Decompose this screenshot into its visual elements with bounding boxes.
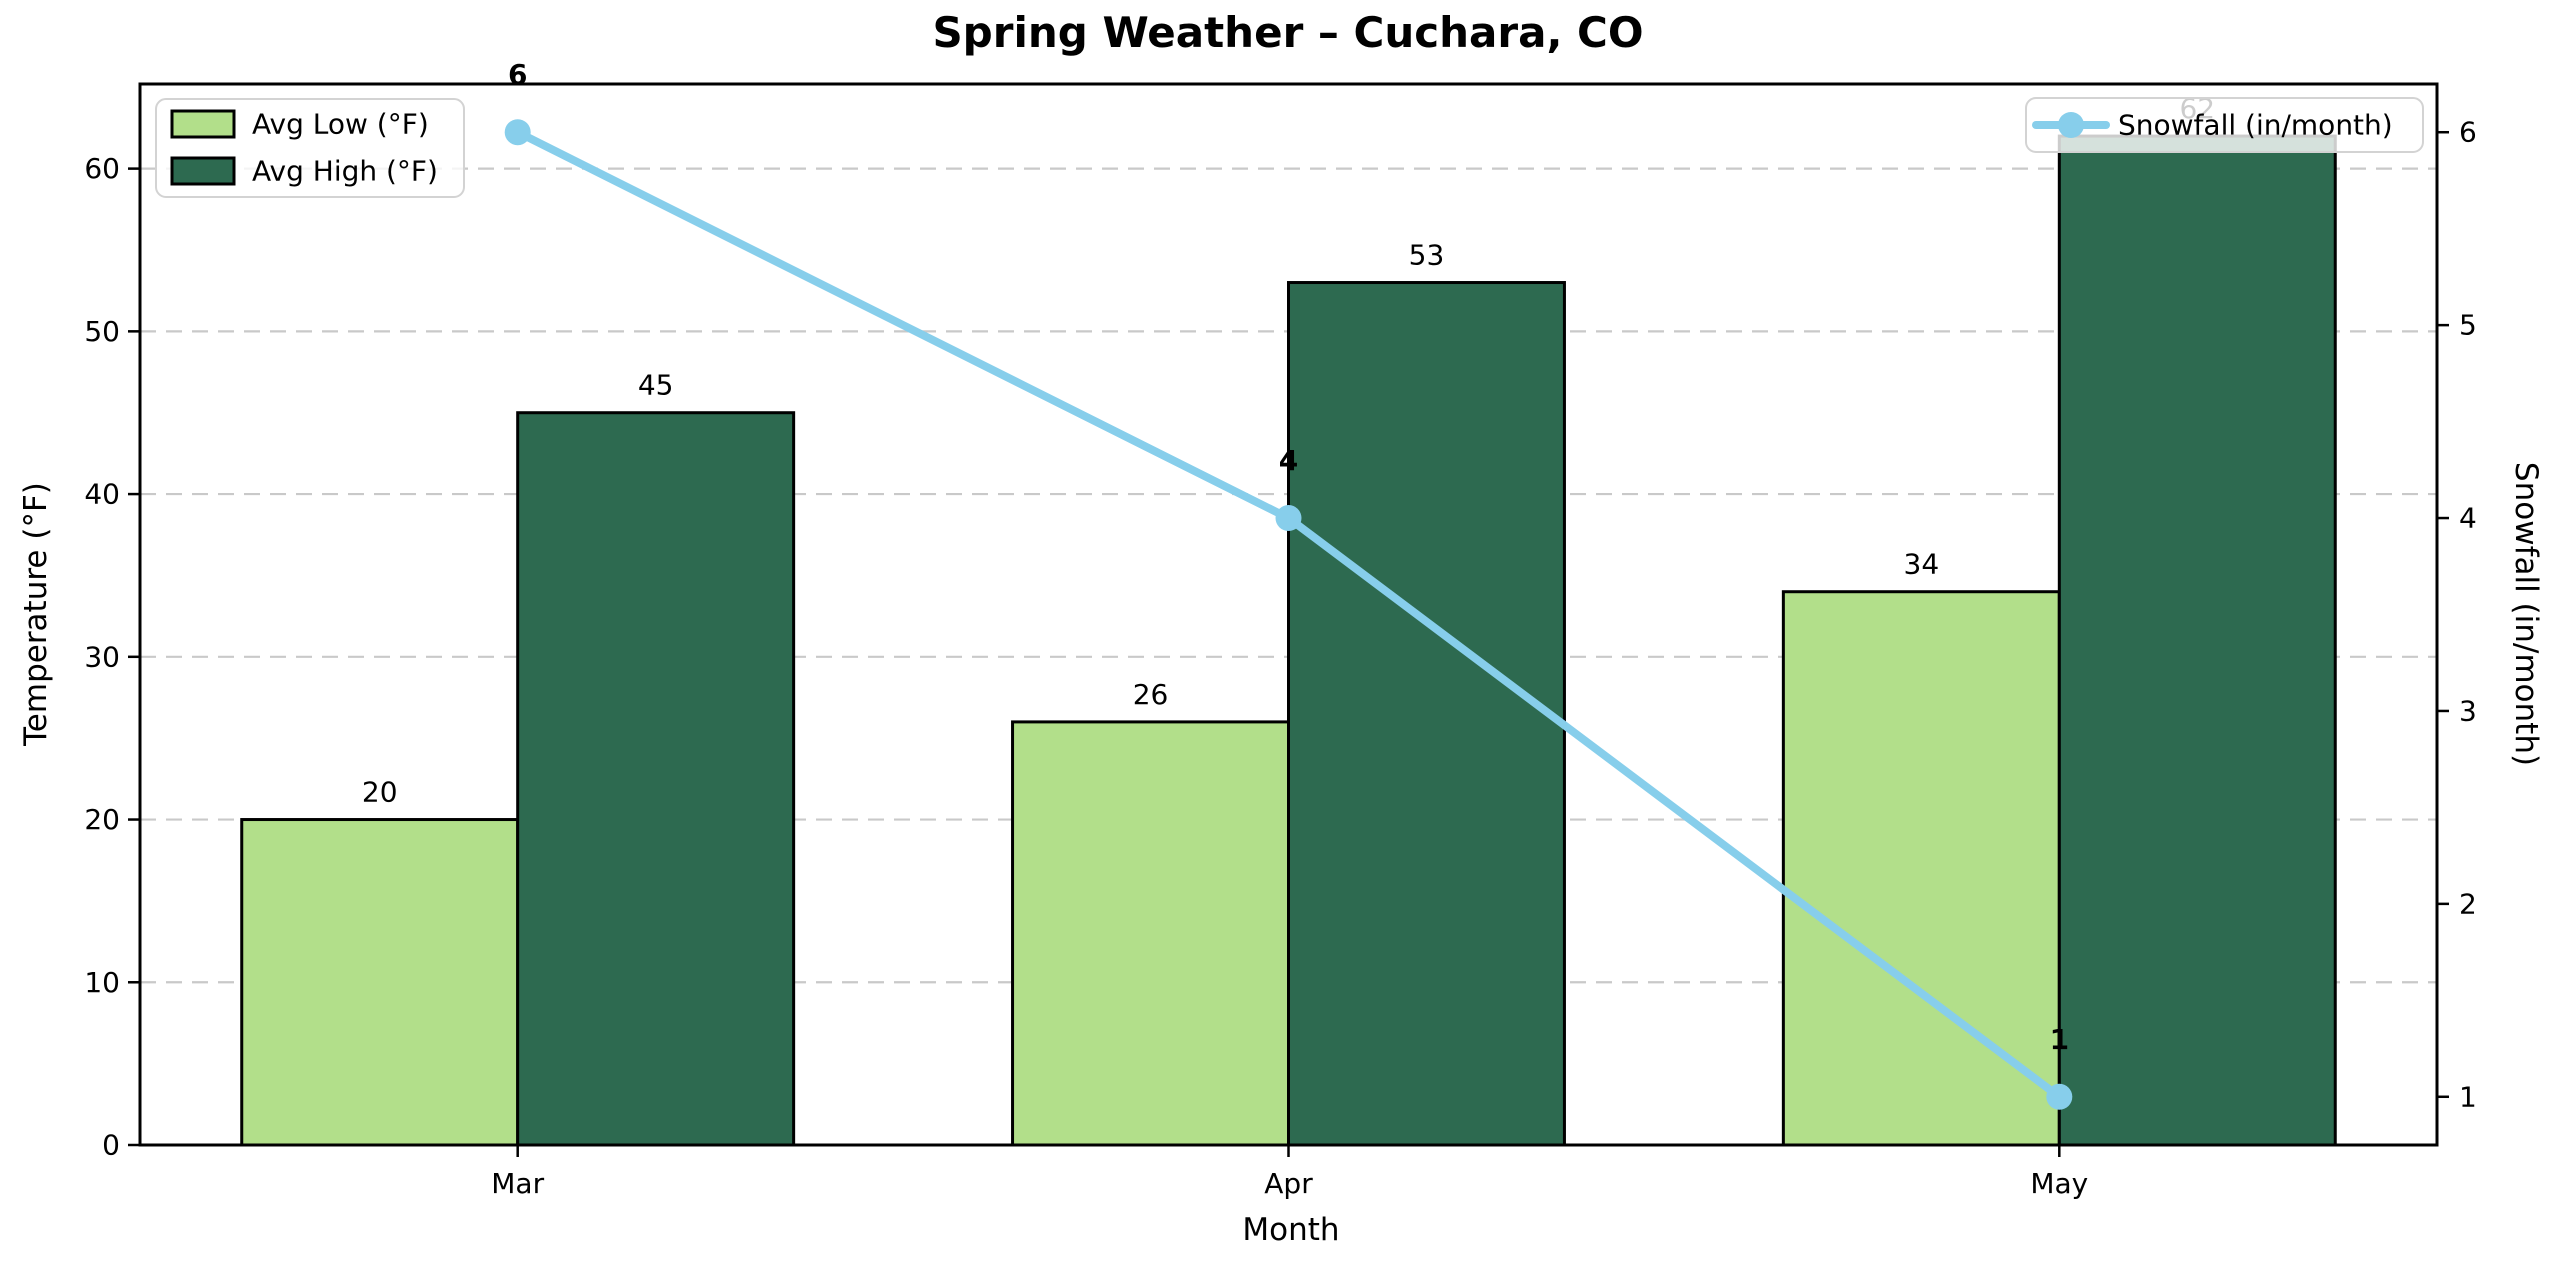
legend-label-avg-high: Avg High (°F)	[252, 155, 438, 188]
right-tick-label-3: 3	[2459, 694, 2477, 727]
left-tick-label-0: 0	[102, 1129, 120, 1162]
right-tick-label-1: 1	[2459, 1080, 2477, 1113]
bar-label-avg-low-may: 34	[1904, 548, 1940, 581]
axes-frame-and-ticks	[128, 82, 2449, 1157]
legend-label-avg-low: Avg Low (°F)	[252, 108, 429, 141]
left-tick-label-50: 50	[84, 315, 120, 348]
right-tick-label-6: 6	[2459, 116, 2477, 149]
bar-avg-low-mar	[240, 818, 520, 1147]
right-tick-label-2: 2	[2459, 887, 2477, 920]
bar-label-avg-high-mar: 45	[638, 369, 674, 402]
legend-swatch-avg-high	[170, 156, 236, 186]
legend-label-snowfall: Snowfall (in/month)	[2118, 109, 2393, 142]
x-tick-label-apr: Apr	[1264, 1167, 1313, 1200]
left-y-axis-label: Temperature (°F)	[18, 482, 54, 747]
left-tick-label-20: 20	[84, 803, 120, 836]
bars	[240, 134, 2337, 1147]
legend-snowfall-box	[2025, 97, 2424, 153]
right-tick-label-4: 4	[2459, 502, 2477, 535]
legend-snowfall: Snowfall (in/month)	[2025, 97, 2424, 153]
snowfall-marker-may	[2046, 1083, 2073, 1110]
snowfall-point-labels: 6 4 1	[508, 58, 2069, 1056]
x-axis-label: Month	[1242, 1212, 1339, 1248]
snowfall-marker-apr	[1275, 505, 1302, 532]
snowfall-label-mar: 6	[508, 58, 527, 91]
left-tick-label-40: 40	[84, 478, 120, 511]
legend-swatch-avg-low	[170, 109, 236, 139]
bar-avg-high-mar	[516, 411, 796, 1147]
right-y-axis-label: Snowfall (in/month)	[2508, 462, 2544, 766]
left-tick-label-10: 10	[84, 966, 120, 999]
bar-avg-high-may	[2057, 134, 2337, 1147]
snowfall-markers	[504, 119, 2073, 1110]
bar-label-avg-high-apr: 53	[1409, 239, 1445, 272]
left-tick-label-60: 60	[84, 152, 120, 185]
x-tick-label-may: May	[2030, 1167, 2088, 1200]
bar-avg-low-apr	[1011, 720, 1291, 1147]
legend-snowfall-marker	[2058, 112, 2084, 138]
left-tick-label-30: 30	[84, 640, 120, 673]
bar-label-avg-low-apr: 26	[1133, 678, 1169, 711]
snowfall-label-apr: 4	[1279, 444, 1298, 477]
bar-label-avg-low-mar: 20	[362, 776, 398, 809]
chart-title: Spring Weather – Cuchara, CO	[932, 8, 1643, 57]
bar-avg-high-apr	[1287, 281, 1566, 1147]
snowfall-marker-mar	[504, 119, 531, 146]
x-tick-label-mar: Mar	[491, 1167, 544, 1200]
bar-avg-low-may	[1781, 590, 2061, 1147]
legend-temperature: Avg Low (°F) Avg High (°F)	[155, 98, 465, 198]
right-tick-label-5: 5	[2459, 309, 2477, 342]
snowfall-label-may: 1	[2050, 1023, 2069, 1056]
